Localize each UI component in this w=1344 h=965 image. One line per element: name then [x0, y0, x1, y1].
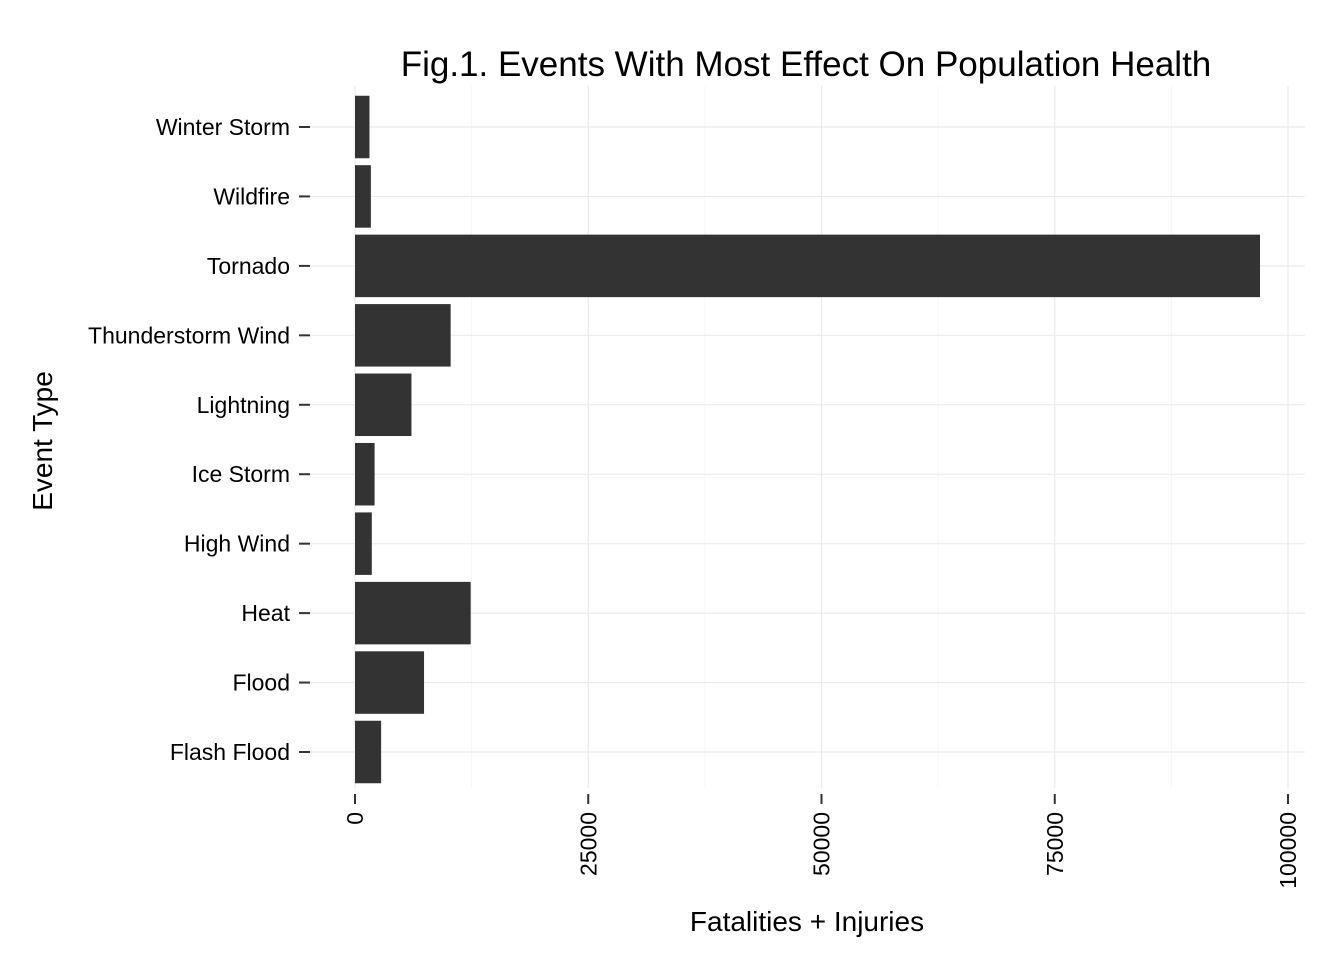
bar-high-wind [355, 512, 372, 575]
bar-flash-flood [355, 720, 382, 784]
y-tick-label: Flood [232, 670, 290, 696]
y-tick-label: Heat [241, 600, 290, 626]
bars [355, 95, 1261, 784]
x-axis: 0 25000 50000 75000 100000 [342, 794, 1301, 889]
chart-title: Fig.1. Events With Most Effect On Popula… [401, 45, 1212, 84]
y-tick-label: Wildfire [213, 183, 290, 209]
bar-tornado [355, 234, 1261, 298]
bar-ice-storm [355, 442, 375, 506]
bar-flood [355, 651, 425, 714]
y-axis: Flash Flood Flood Heat High Wind Ice Storm Li… [88, 114, 310, 765]
bar-heat [355, 581, 471, 645]
x-tick-label: 100000 [1275, 812, 1301, 889]
x-tick-label: 50000 [809, 812, 835, 876]
bar-thunderstorm-wind [355, 304, 451, 367]
x-tick-label: 75000 [1042, 812, 1068, 876]
y-tick-label: Flash Flood [170, 739, 290, 765]
x-axis-title: Fatalities + Injuries [690, 906, 924, 937]
y-tick-label: High Wind [184, 531, 290, 557]
y-tick-label: Lightning [197, 392, 290, 418]
x-tick-label: 0 [342, 812, 368, 825]
bar-wildfire [355, 165, 371, 228]
bar-winter-storm [355, 95, 370, 159]
x-tick-label: 25000 [575, 812, 601, 876]
grid [310, 86, 1305, 788]
y-tick-label: Thunderstorm Wind [88, 322, 290, 348]
y-axis-title: Event Type [27, 371, 58, 511]
y-tick-label: Winter Storm [156, 114, 290, 140]
y-tick-label: Tornado [207, 253, 290, 279]
bar-lightning [355, 373, 412, 437]
y-tick-label: Ice Storm [192, 461, 290, 487]
